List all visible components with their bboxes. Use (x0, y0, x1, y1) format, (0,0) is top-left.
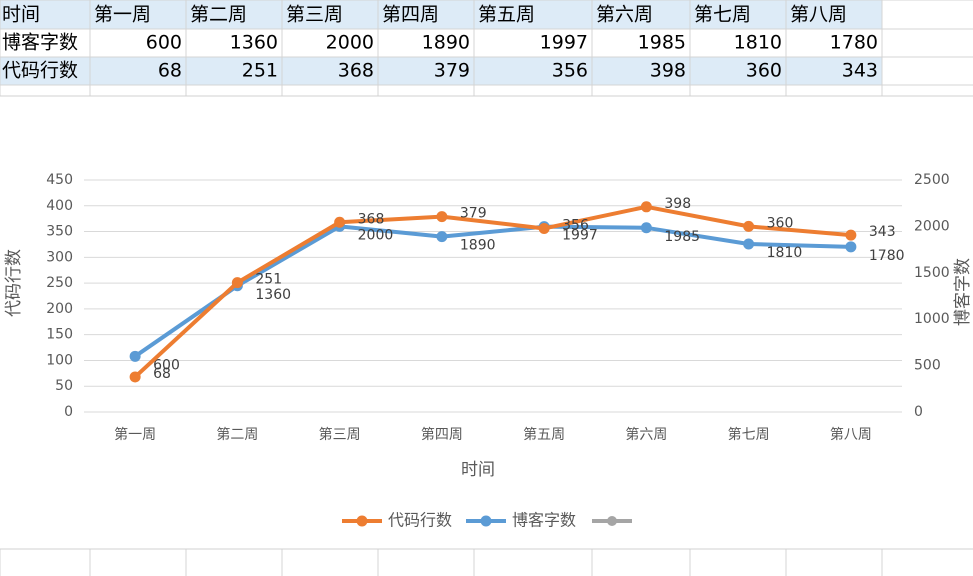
point (129, 371, 141, 383)
legend-label: 博客字数 (512, 511, 576, 530)
x-axis-title: 时间 (461, 460, 495, 480)
y2-tick-label: 1000 (914, 311, 950, 327)
header-cell: 第七周 (694, 4, 751, 26)
value-cell: 360 (746, 60, 782, 82)
legend-marker (480, 515, 492, 527)
data-label: 1890 (460, 238, 496, 254)
value-cell: 1360 (230, 32, 278, 54)
value-cell: 2000 (326, 32, 374, 54)
row-highlight (0, 0, 882, 29)
y-tick-label: 250 (46, 275, 73, 291)
data-label: 251 (255, 272, 282, 288)
header-cell: 时间 (2, 4, 40, 26)
point (436, 231, 448, 243)
point (640, 222, 652, 234)
header-cell: 第五周 (478, 4, 535, 26)
point (436, 211, 448, 223)
header-cell: 第一周 (94, 4, 151, 26)
data-label: 1360 (255, 287, 291, 303)
header-cell: 第二周 (190, 4, 247, 26)
value-cell: 1997 (540, 32, 588, 54)
value-cell: 600 (146, 32, 182, 54)
point (334, 216, 346, 228)
data-label: 1997 (562, 228, 598, 244)
x-tick-label: 第二周 (216, 426, 258, 443)
data-label: 379 (460, 206, 487, 222)
point (743, 220, 755, 232)
point (231, 277, 243, 289)
y-tick-label: 0 (64, 404, 73, 420)
point (538, 222, 550, 234)
y-tick-label: 400 (46, 198, 73, 214)
x-tick-label: 第一周 (114, 426, 156, 443)
data-label: 1985 (664, 229, 700, 245)
value-cell: 398 (650, 60, 686, 82)
legend-unnamed (592, 516, 632, 526)
point (640, 201, 652, 213)
data-label: 356 (562, 217, 589, 233)
row-label: 代码行数 (2, 60, 78, 82)
point (845, 241, 857, 253)
data-label: 2000 (358, 227, 394, 243)
x-tick-label: 第五周 (523, 426, 565, 443)
data-label: 398 (664, 196, 691, 212)
data-label: 1810 (767, 245, 803, 261)
data-label: 68 (153, 366, 171, 382)
y-tick-label: 150 (46, 327, 73, 343)
value-cell: 251 (242, 60, 278, 82)
y2-tick-label: 2500 (914, 172, 950, 188)
point (845, 229, 857, 241)
legend-label: 代码行数 (388, 511, 452, 530)
header-cell: 第三周 (286, 4, 343, 26)
y2-axis-title: 博客字数 (953, 258, 973, 326)
y2-tick-label: 2000 (914, 218, 950, 234)
x-tick-label: 第三周 (319, 426, 361, 443)
data-label: 368 (358, 211, 385, 227)
value-cell: 356 (552, 60, 588, 82)
value-cell: 1890 (422, 32, 470, 54)
data-label: 1780 (869, 248, 905, 264)
series-line (133, 224, 851, 358)
series-line (133, 204, 852, 379)
y-axis-title: 代码行数 (4, 249, 24, 317)
value-cell: 1810 (734, 32, 782, 54)
legend-marker (356, 515, 368, 527)
y-tick-label: 100 (46, 352, 73, 368)
x-tick-label: 第八周 (830, 426, 872, 443)
y-tick-label: 50 (55, 378, 73, 394)
value-cell: 1985 (638, 32, 686, 54)
data-label: 343 (869, 224, 896, 240)
point (743, 238, 755, 250)
value-cell: 379 (434, 60, 470, 82)
x-tick-label: 第六周 (625, 426, 667, 443)
x-tick-label: 第四周 (421, 426, 463, 443)
row-highlight (0, 57, 882, 85)
y-tick-label: 200 (46, 301, 73, 317)
point (129, 350, 141, 362)
data-label: 600 (153, 357, 180, 373)
y-tick-label: 350 (46, 224, 73, 240)
value-cell: 1780 (830, 32, 878, 54)
header-cell: 第八周 (790, 4, 847, 26)
row-label: 博客字数 (2, 32, 78, 54)
value-cell: 343 (842, 60, 878, 82)
x-tick-label: 第七周 (728, 426, 770, 443)
header-cell: 第六周 (596, 4, 653, 26)
y2-tick-label: 0 (914, 404, 923, 420)
value-cell: 68 (158, 60, 182, 82)
y-tick-label: 300 (46, 249, 73, 265)
y2-tick-label: 500 (914, 358, 941, 374)
legend-marker (607, 516, 617, 526)
data-label: 360 (767, 215, 794, 231)
y2-tick-label: 1500 (914, 265, 950, 281)
y-tick-label: 450 (46, 172, 73, 188)
header-cell: 第四周 (382, 4, 439, 26)
value-cell: 368 (338, 60, 374, 82)
